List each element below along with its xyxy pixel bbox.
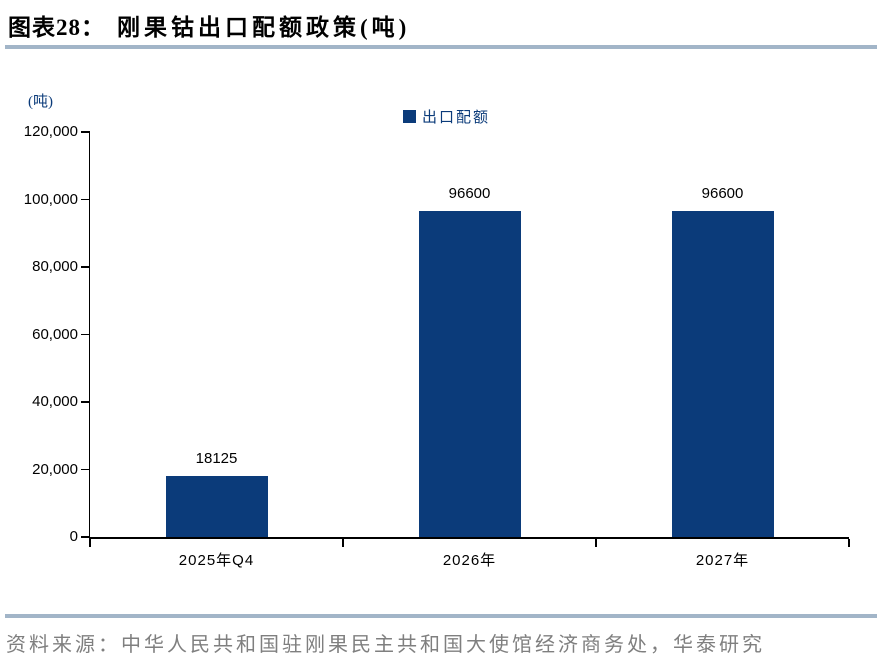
x-tick-mark [848,538,850,547]
y-tick-mark [81,198,90,201]
y-tick-label: 40,000 [32,393,78,410]
x-tick-mark [89,538,91,547]
y-tick-mark [81,266,90,268]
bar [165,475,268,537]
bar-value-label: 96600 [448,184,491,202]
x-axis-line [90,537,849,539]
x-category-label: 2025年Q4 [178,552,255,569]
legend-swatch-icon [403,110,416,123]
x-category-label: 2027年 [695,552,750,569]
y-tick-label: 20,000 [32,460,78,478]
bar [418,210,521,537]
x-tick-mark [595,538,597,547]
legend-series-label: 出口配额 [422,110,491,126]
y-tick-mark [81,401,90,403]
y-tick-mark [81,333,90,336]
y-axis-line [88,132,90,539]
bar-value-label: 96600 [701,184,744,202]
figure-number-label: 图表28： [8,15,105,40]
y-tick-mark [81,131,90,133]
page-title: 刚果钴出口配额政策(吨) [117,15,411,40]
y-tick-label: 60,000 [32,325,78,343]
title-underline [5,45,877,49]
y-tick-label: 100,000 [23,190,78,208]
x-tick-mark [342,538,344,547]
x-category-label: 2026年 [442,552,497,569]
y-tick-mark [81,468,90,471]
y-tick-mark [81,536,90,538]
y-tick-label: 120,000 [23,123,78,140]
bar-value-label: 18125 [195,449,238,467]
chart-legend: 出口配额 [403,106,490,127]
source-note: 资料来源：中华人民共和国驻刚果民主共和国大使馆经济商务处，华泰研究 [6,634,765,656]
bar [671,210,774,537]
y-tick-label: 80,000 [32,258,78,275]
y-tick-label: 0 [69,528,78,545]
chart-header: 图表28： 刚果钴出口配额政策(吨) [8,8,410,42]
footer-divider [5,614,877,618]
y-axis-unit-label: (吨) [28,94,53,110]
